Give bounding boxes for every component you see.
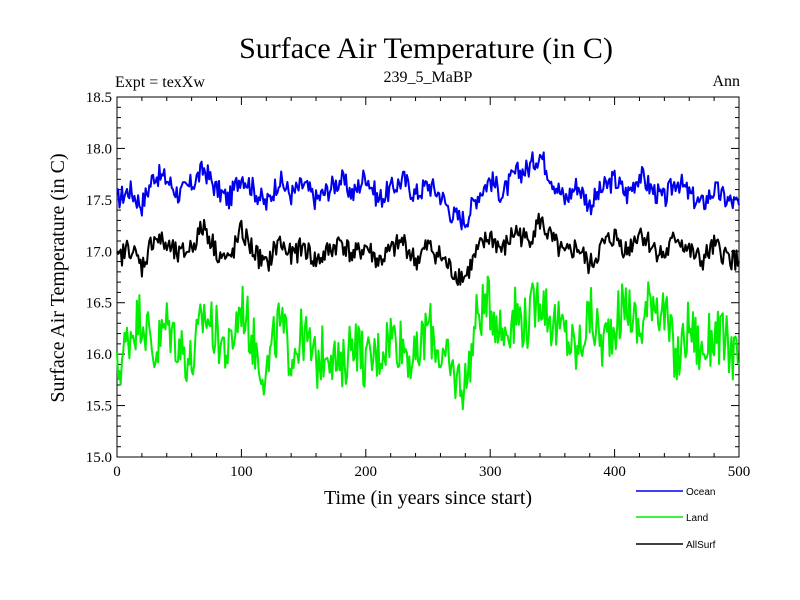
y-tick-label: 17.5 xyxy=(86,193,112,209)
series-line-allsurf xyxy=(116,212,740,286)
plot-frame xyxy=(116,96,740,458)
y-tick-label: 15.5 xyxy=(86,399,112,415)
y-tick-label: 16.0 xyxy=(86,347,112,363)
series-line-ocean xyxy=(116,151,740,231)
subtitle-center: 239_5_MaBP xyxy=(384,69,473,86)
x-tick-label: 400 xyxy=(603,464,626,480)
series-layer xyxy=(116,151,740,411)
legend-label-allsurf: AllSurf xyxy=(686,540,716,551)
legend-label-land: Land xyxy=(686,513,708,524)
subtitle-right: Ann xyxy=(712,73,740,90)
chart-title: Surface Air Temperature (in C) xyxy=(239,32,613,65)
y-tick-label: 18.0 xyxy=(86,141,112,157)
y-tick-label: 15.0 xyxy=(86,450,112,466)
x-tick-label: 500 xyxy=(728,464,751,480)
subtitle-left: Expt = texXw xyxy=(115,74,205,91)
legend: Ocean Land AllSurf xyxy=(636,487,716,551)
y-axis: 15.0 15.5 16.0 16.5 17.0 17.5 18.0 18.5 xyxy=(86,90,739,466)
series-line-land xyxy=(116,275,740,411)
x-axis: 0 100 200 300 400 500 xyxy=(113,97,750,480)
legend-label-ocean: Ocean xyxy=(686,487,715,498)
y-tick-label: 16.5 xyxy=(86,296,112,312)
x-tick-label: 200 xyxy=(355,464,378,480)
y-axis-label: Surface Air Temperature (in C) xyxy=(47,153,69,402)
x-axis-label: Time (in years since start) xyxy=(324,487,532,509)
x-tick-label: 0 xyxy=(113,464,121,480)
y-tick-label: 18.5 xyxy=(86,90,112,106)
x-tick-label: 100 xyxy=(230,464,253,480)
y-tick-label: 17.0 xyxy=(86,244,112,260)
x-tick-label: 300 xyxy=(479,464,502,480)
